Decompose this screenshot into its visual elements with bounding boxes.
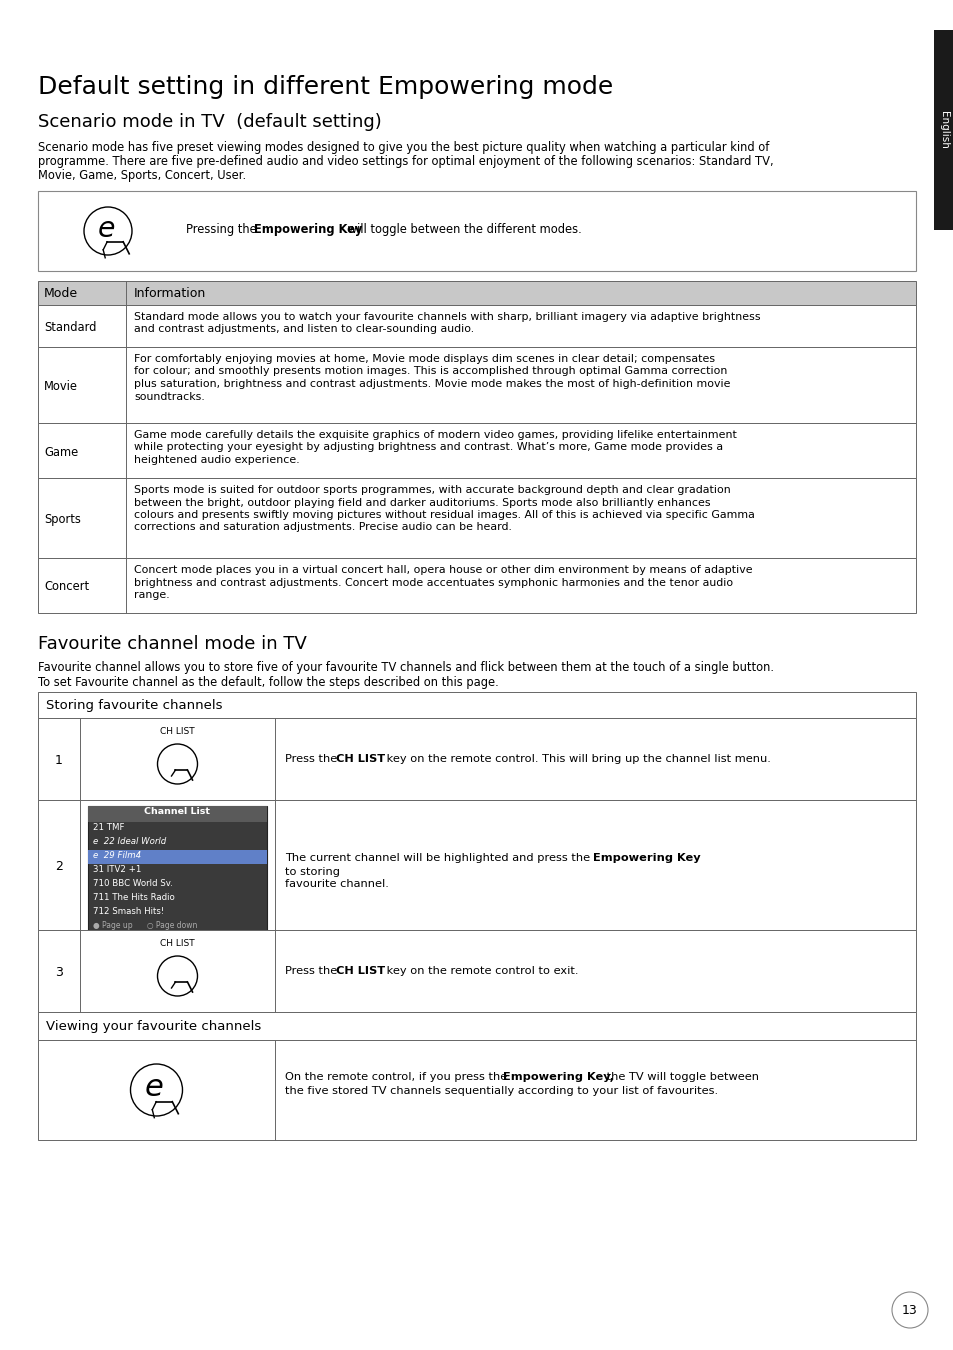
Text: Mode: Mode — [44, 288, 78, 300]
Bar — [38, 558, 915, 613]
Bar — [88, 806, 267, 934]
Text: between the bright, outdoor playing field and darker auditoriums. Sports mode al: between the bright, outdoor playing fiel… — [133, 498, 710, 508]
Text: 712 Smash Hits!: 712 Smash Hits! — [92, 907, 164, 917]
Bar — [38, 423, 915, 478]
Text: 21 TMF: 21 TMF — [92, 824, 125, 832]
Circle shape — [891, 1292, 927, 1328]
Text: the TV will toggle between: the TV will toggle between — [602, 1072, 759, 1081]
Text: for colour; and smoothly presents motion images. This is accomplished through op: for colour; and smoothly presents motion… — [133, 366, 726, 377]
Text: the five stored TV channels sequentially according to your list of favourites.: the five stored TV channels sequentially… — [285, 1085, 718, 1096]
Text: e: e — [145, 1073, 164, 1103]
Text: Empowering Key: Empowering Key — [253, 223, 362, 236]
Text: will toggle between the different modes.: will toggle between the different modes. — [344, 223, 581, 236]
Text: Empowering Key: Empowering Key — [593, 853, 700, 863]
Text: brightness and contrast adjustments. Concert mode accentuates symphonic harmonie: brightness and contrast adjustments. Con… — [133, 578, 732, 587]
Text: Movie, Game, Sports, Concert, User.: Movie, Game, Sports, Concert, User. — [38, 169, 246, 182]
Text: favourite channel.: favourite channel. — [285, 879, 389, 890]
Bar — [38, 1040, 915, 1139]
Text: Concert: Concert — [44, 580, 89, 594]
Text: programme. There are five pre-defined audio and video settings for optimal enjoy: programme. There are five pre-defined au… — [38, 155, 773, 167]
Text: Press the: Press the — [285, 755, 340, 764]
Text: Press the: Press the — [285, 967, 340, 976]
Text: 3: 3 — [55, 967, 63, 979]
Bar — [38, 347, 915, 423]
Text: Scenario mode has five preset viewing modes designed to give you the best pictur: Scenario mode has five preset viewing mo… — [38, 140, 768, 154]
Bar — [38, 1012, 915, 1040]
Bar — [38, 190, 915, 271]
Text: colours and presents swiftly moving pictures without residual images. All of thi: colours and presents swiftly moving pict… — [133, 510, 754, 520]
Text: e  22 Ideal World: e 22 Ideal World — [92, 837, 166, 846]
Text: CH LIST: CH LIST — [335, 755, 385, 764]
Text: Viewing your favourite channels: Viewing your favourite channels — [46, 1021, 261, 1033]
Text: Information: Information — [133, 288, 206, 300]
Text: Pressing the: Pressing the — [186, 223, 260, 236]
Text: while protecting your eyesight by adjusting brightness and contrast. What’s more: while protecting your eyesight by adjust… — [133, 443, 722, 452]
Bar — [38, 718, 915, 801]
Text: On the remote control, if you press the: On the remote control, if you press the — [285, 1072, 511, 1081]
Text: 2: 2 — [55, 860, 63, 873]
Text: soundtracks.: soundtracks. — [133, 392, 205, 401]
Circle shape — [157, 744, 197, 784]
Text: key on the remote control to exit.: key on the remote control to exit. — [382, 967, 578, 976]
Text: Favourite channel allows you to store five of your favourite TV channels and fli: Favourite channel allows you to store fi… — [38, 662, 773, 674]
Text: CH LIST: CH LIST — [160, 940, 194, 948]
Bar — [38, 693, 915, 718]
Text: e: e — [97, 215, 114, 243]
Text: Game: Game — [44, 446, 78, 459]
Text: and contrast adjustments, and listen to clear-sounding audio.: and contrast adjustments, and listen to … — [133, 324, 474, 335]
Text: Standard mode allows you to watch your favourite channels with sharp, brilliant : Standard mode allows you to watch your f… — [133, 312, 760, 323]
Text: plus saturation, brightness and contrast adjustments. Movie mode makes the most : plus saturation, brightness and contrast… — [133, 379, 730, 389]
Text: Channel List: Channel List — [144, 807, 211, 815]
Text: 13: 13 — [902, 1304, 917, 1316]
Text: Game mode carefully details the exquisite graphics of modern video games, provid: Game mode carefully details the exquisit… — [133, 431, 736, 440]
Text: to storing: to storing — [285, 867, 339, 878]
Text: 710 BBC World Sv.: 710 BBC World Sv. — [92, 879, 172, 888]
Text: Sports mode is suited for outdoor sports programmes, with accurate background de: Sports mode is suited for outdoor sports… — [133, 485, 730, 495]
Text: Storing favourite channels: Storing favourite channels — [46, 699, 222, 711]
Text: Favourite channel mode in TV: Favourite channel mode in TV — [38, 634, 307, 653]
Text: Scenario mode in TV  (default setting): Scenario mode in TV (default setting) — [38, 113, 381, 131]
Text: The current channel will be highlighted and press the: The current channel will be highlighted … — [285, 853, 593, 863]
Circle shape — [84, 207, 132, 255]
Circle shape — [131, 1064, 182, 1116]
Text: For comfortably enjoying movies at home, Movie mode displays dim scenes in clear: For comfortably enjoying movies at home,… — [133, 354, 715, 364]
Text: Standard: Standard — [44, 321, 96, 333]
Text: CH LIST: CH LIST — [335, 967, 385, 976]
Text: heightened audio experience.: heightened audio experience. — [133, 455, 299, 464]
Text: CH LIST: CH LIST — [160, 728, 194, 736]
Text: corrections and saturation adjustments. Precise audio can be heard.: corrections and saturation adjustments. … — [133, 522, 512, 532]
Text: Empowering Key,: Empowering Key, — [502, 1072, 614, 1081]
Text: range.: range. — [133, 590, 170, 599]
Text: Default setting in different Empowering mode: Default setting in different Empowering … — [38, 76, 613, 99]
Bar — [38, 801, 915, 930]
Circle shape — [157, 956, 197, 996]
Text: key on the remote control. This will bring up the channel list menu.: key on the remote control. This will bri… — [382, 755, 770, 764]
Bar — [38, 305, 915, 347]
Text: Concert mode places you in a virtual concert hall, opera house or other dim envi: Concert mode places you in a virtual con… — [133, 566, 752, 575]
Text: ● Page up      ○ Page down: ● Page up ○ Page down — [92, 921, 197, 930]
Text: 711 The Hits Radio: 711 The Hits Radio — [92, 892, 174, 902]
Text: Sports: Sports — [44, 513, 81, 526]
Text: e  29 Film4: e 29 Film4 — [92, 850, 141, 860]
Bar — [88, 806, 267, 822]
Text: To set Favourite channel as the default, follow the steps described on this page: To set Favourite channel as the default,… — [38, 676, 498, 688]
Bar — [38, 478, 915, 558]
Text: 31 ITV2 +1: 31 ITV2 +1 — [92, 865, 141, 873]
Text: English: English — [938, 111, 948, 148]
Bar — [88, 850, 267, 864]
Text: Movie: Movie — [44, 379, 78, 393]
Bar — [38, 281, 915, 305]
Bar — [933, 30, 953, 230]
Bar — [38, 930, 915, 1012]
Text: 1: 1 — [55, 755, 63, 767]
